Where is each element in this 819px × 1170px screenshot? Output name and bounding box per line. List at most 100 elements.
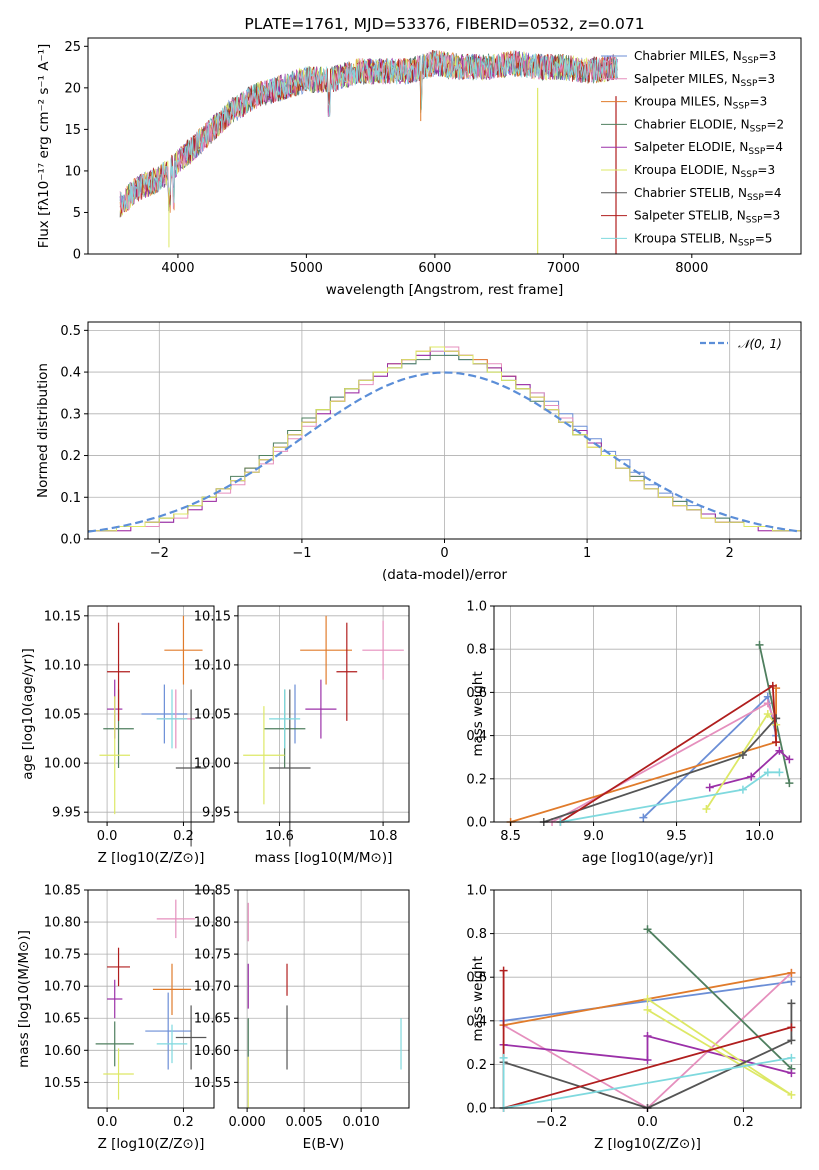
chart-title: PLATE=1761, MJD=53376, FIBERID=0532, z=0…	[244, 15, 644, 33]
y-tick-label: 9.95	[52, 806, 81, 821]
y-axis-label: age [log10(age/yr)]	[20, 648, 36, 780]
legend-count: =2	[766, 117, 784, 131]
y-tick-label: 10.15	[194, 609, 231, 624]
mass-weight-marker	[738, 785, 747, 794]
x-tick-label: −0.2	[536, 1115, 568, 1130]
y-tick-label: 0.8	[466, 643, 487, 658]
x-tick-label: 0.0	[97, 829, 118, 844]
mass-weight-marker	[772, 714, 781, 723]
legend-entry: Kroupa MILES, NSSP=3	[634, 95, 767, 112]
mass-weight-marker	[705, 783, 714, 792]
x-tick-label: 9.5	[666, 829, 687, 844]
legend-subscript: SSP	[746, 216, 763, 226]
mass-weight-marker	[775, 746, 784, 755]
y-tick-label: 0.2	[466, 772, 487, 787]
legend-entry: Kroupa STELIB, NSSP=5	[634, 231, 772, 248]
legend-entry: Chabrier MILES, NSSP=3	[634, 49, 776, 66]
x-tick-label: 8000	[675, 261, 708, 276]
y-tick-label: 10.80	[44, 916, 81, 931]
y-tick-label: 0.3	[60, 407, 81, 422]
y-tick-label: 10	[64, 164, 81, 179]
mass-weight-marker	[787, 1023, 796, 1032]
y-tick-label: 10.00	[44, 757, 81, 772]
axes-frame	[493, 605, 802, 823]
legend-count: =5	[755, 231, 773, 245]
histogram-step	[87, 346, 801, 539]
mass-weight-marker	[738, 751, 747, 760]
mass-weight-marker	[785, 755, 794, 764]
y-tick-label: 0.0	[60, 533, 81, 548]
y-tick-label: 0.4	[60, 366, 81, 381]
legend-subscript: SSP	[748, 147, 765, 157]
y-tick-label: 1.0	[466, 600, 487, 615]
mass-weight-marker	[499, 1053, 508, 1062]
y-tick-label: 0.6	[466, 971, 487, 986]
x-tick-label: 2	[726, 546, 734, 561]
y-tick-label: 10.85	[44, 884, 81, 899]
mass-vs-metallicity-panel: 0.0 0.2 10.55 10.60 10.65 10.70 10.75 10.80 10.8…	[16, 884, 215, 1152]
x-axis-label: (data-model)/error	[382, 567, 508, 583]
x-tick-label: 5000	[290, 261, 323, 276]
y-tick-label: 10.15	[44, 609, 81, 624]
plot-area	[243, 615, 404, 847]
y-tick-label: 10.55	[44, 1076, 81, 1091]
mass-weight-marker	[775, 768, 784, 777]
mass-weight-line	[560, 771, 780, 823]
mass-weight-line	[646, 928, 793, 1070]
legend: Chabrier MILES, NSSP=3 Salpeter MILES, NS…	[601, 49, 784, 248]
x-tick-label: 10.0	[745, 829, 774, 844]
plot-area	[247, 902, 402, 1108]
x-tick-label: 0.005	[286, 1115, 323, 1130]
mass-weight-marker	[787, 968, 796, 977]
y-tick-label: 10.60	[44, 1044, 81, 1059]
y-tick-label: 10.65	[44, 1012, 81, 1027]
y-tick-label: 0.2	[60, 449, 81, 464]
y-tick-label: 10.10	[194, 658, 231, 673]
y-axis-label: Flux [fλ10⁻¹⁷ erg cm⁻² s⁻¹ A⁻¹]	[36, 44, 52, 249]
y-tick-label: 10.65	[194, 1012, 231, 1027]
x-axis-label: wavelength [Angstrom, rest frame]	[326, 282, 564, 298]
legend-entry: Salpeter MILES, NSSP=3	[634, 72, 775, 89]
y-tick-label: 0.1	[60, 491, 81, 506]
y-tick-label: 10.10	[44, 658, 81, 673]
y-tick-label: 10.75	[194, 948, 231, 963]
legend-subscript: SSP	[733, 102, 750, 112]
x-tick-label: 0	[440, 546, 448, 561]
legend-entry: Salpeter ELODIE, NSSP=4	[634, 140, 783, 157]
x-tick-label: 10.6	[265, 829, 294, 844]
mass-weight-line	[510, 688, 777, 823]
age-vs-metallicity-panel: 0.0 0.2 9.95 10.00 10.05 10.10 10.15 Z [log10(Z…	[20, 605, 215, 866]
mass-weight-marker	[787, 1053, 796, 1062]
y-tick-label: 10.80	[194, 916, 231, 931]
mass-weight-line	[503, 1003, 793, 1109]
plot-area	[95, 899, 207, 1100]
axes-frame	[87, 889, 215, 1109]
mass-weight-marker	[643, 1056, 652, 1065]
mass-weight-marker	[785, 779, 794, 788]
y-axis-label: mass weight	[470, 956, 486, 1041]
mass-weight-marker	[772, 738, 781, 747]
y-tick-label: 10.00	[194, 757, 231, 772]
y-tick-label: 0.0	[466, 816, 487, 831]
legend-entry: Kroupa ELODIE, NSSP=3	[634, 163, 775, 180]
mass-weight-vs-metallicity-panel: −0.2 0.0 0.2 0.0 0.2 0.4 0.6 0.8 1.0 Z [log10(Z/Z…	[466, 884, 802, 1152]
y-tick-label: 10.05	[44, 708, 81, 723]
y-tick-label: 0.0	[466, 1102, 487, 1117]
y-tick-label: 1.0	[466, 884, 487, 899]
y-tick-label: 10.85	[194, 884, 231, 899]
spectrum-line	[119, 50, 618, 211]
plot-area	[119, 50, 618, 254]
x-tick-label: 8.5	[500, 829, 521, 844]
mass-vs-extinction-panel: 0.000 0.005 0.010 10.55 10.60 10.65 10.70 10.75…	[194, 884, 410, 1152]
x-tick-label: 0.0	[637, 1115, 658, 1130]
x-tick-label: 6000	[418, 261, 451, 276]
mass-weight-line	[709, 749, 790, 789]
mass-weight-marker	[643, 925, 652, 934]
y-tick-label: 10.70	[44, 980, 81, 995]
normal-curve	[87, 371, 802, 533]
spectrum-panel: 4000 5000 6000 7000 8000 0 5 10 15 20 25 wavelength…	[36, 37, 802, 298]
mass-weight-marker	[755, 640, 764, 649]
x-tick-label: 0.2	[173, 829, 194, 844]
legend-subscript: SSP	[750, 124, 767, 134]
legend-count: =4	[764, 186, 782, 200]
